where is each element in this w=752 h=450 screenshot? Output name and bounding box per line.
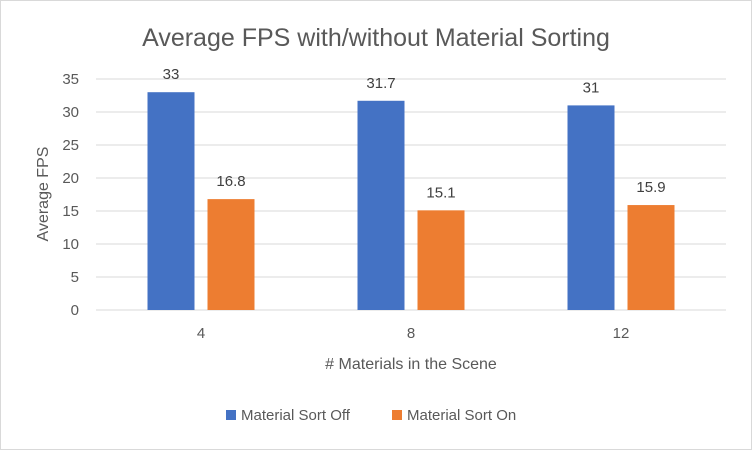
x-tick-label: 8 (407, 325, 415, 342)
y-axis-ticks: 0 5 10 15 20 25 30 35 (62, 71, 79, 319)
data-label: 16.8 (216, 173, 245, 190)
data-label: 15.9 (636, 179, 665, 196)
x-axis-ticks: 4 8 12 (197, 325, 630, 342)
data-label: 31 (583, 79, 600, 96)
legend-swatch (226, 410, 236, 420)
gridlines (96, 78, 726, 311)
y-tick-label: 35 (62, 71, 79, 88)
y-tick-label: 15 (62, 203, 79, 220)
legend-label: Material Sort Off (241, 407, 351, 424)
x-tick-label: 4 (197, 325, 205, 342)
bar-sort-off-4 (147, 92, 195, 310)
legend: Material Sort Off Material Sort On (226, 407, 516, 424)
y-tick-label: 5 (71, 269, 79, 286)
data-label: 31.7 (366, 75, 395, 92)
legend-swatch (392, 410, 402, 420)
bar-sort-on-8 (417, 210, 465, 310)
bar-sort-off-12 (567, 105, 615, 311)
x-axis-label: # Materials in the Scene (325, 356, 497, 373)
y-tick-label: 20 (62, 170, 79, 187)
bar-sort-off-8 (357, 100, 405, 310)
data-label: 15.1 (426, 184, 455, 201)
y-tick-label: 0 (71, 302, 79, 319)
legend-label: Material Sort On (407, 407, 516, 424)
bars (147, 92, 675, 311)
chart-title: Average FPS with/without Material Sortin… (142, 24, 610, 52)
y-tick-label: 10 (62, 236, 79, 253)
bar-sort-on-12 (627, 205, 675, 310)
data-label: 33 (163, 66, 180, 83)
y-tick-label: 30 (62, 104, 79, 121)
y-tick-label: 25 (62, 137, 79, 154)
data-labels: 33 16.8 31.7 15.1 31 15.9 (163, 66, 666, 201)
x-tick-label: 12 (613, 325, 630, 342)
y-axis-label: Average FPS (35, 147, 52, 242)
bar-sort-on-4 (207, 199, 255, 310)
